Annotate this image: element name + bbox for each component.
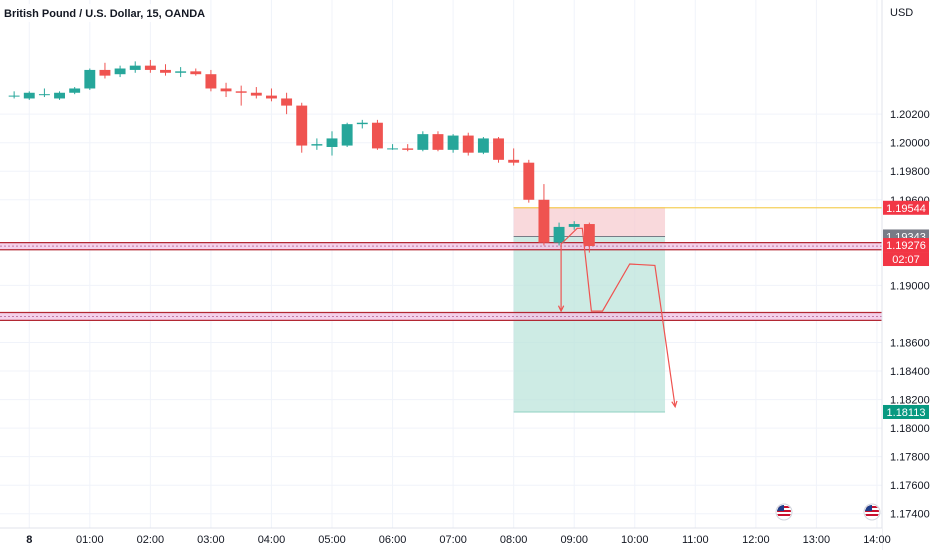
candle-body <box>493 138 504 160</box>
candle-body <box>402 148 414 150</box>
time-tick-label: 07:00 <box>439 534 467 546</box>
us-flag-icon[interactable] <box>863 503 881 521</box>
price-badge <box>883 404 929 419</box>
candle-body <box>54 92 65 99</box>
time-tick-label: 09:00 <box>560 534 588 546</box>
candle-body <box>266 95 277 99</box>
price-tick-label: 1.20200 <box>890 109 930 121</box>
price-axis-background[interactable] <box>882 0 932 550</box>
price-tick-label: 1.17800 <box>890 452 930 464</box>
candle-body <box>553 226 565 243</box>
time-axis-background[interactable] <box>0 528 882 550</box>
candle-body <box>23 92 35 99</box>
candle-body <box>326 138 338 147</box>
take-profit-zone[interactable] <box>513 236 666 412</box>
time-tick-label: 04:00 <box>258 534 286 546</box>
candle-body <box>447 135 459 150</box>
projection-polyline[interactable] <box>560 227 676 407</box>
currency-label: USD <box>890 7 913 19</box>
price-badge <box>883 238 929 253</box>
price-tick-label: 1.19800 <box>890 166 930 178</box>
candle-body <box>250 92 262 96</box>
candles <box>8 59 595 253</box>
price-tick-label: 1.18000 <box>890 423 930 435</box>
candle-body <box>417 134 429 150</box>
candle-body <box>235 91 247 93</box>
price-tick-label: 1.19000 <box>890 280 930 292</box>
price-tick-label: 1.17600 <box>890 480 930 492</box>
candle-body <box>129 65 141 70</box>
horizontal-levels[interactable] <box>0 0 882 321</box>
arrow-head <box>557 305 565 313</box>
price-badge-label: 1.18113 <box>887 407 926 419</box>
candle-body <box>296 105 308 146</box>
candle-body <box>462 135 474 153</box>
price-tick-label: 1.18400 <box>890 366 930 378</box>
candle-body <box>84 69 96 89</box>
candle-body <box>8 95 20 97</box>
projection-path[interactable] <box>557 227 678 409</box>
price-axis-ticks: 1.202001.200001.198001.196001.190001.186… <box>890 109 930 521</box>
price-tick-label: 1.18600 <box>890 337 930 349</box>
candle-body <box>205 74 217 89</box>
candle-body <box>114 68 126 75</box>
candle-body <box>69 88 81 93</box>
time-tick-label: 8 <box>26 534 32 546</box>
price-badge-label: 1.19544 <box>886 203 926 215</box>
candle-body <box>387 148 399 150</box>
candle-body <box>371 122 383 149</box>
candle-body <box>220 88 232 92</box>
candle-body <box>568 224 580 227</box>
title-background <box>0 4 166 22</box>
candle-body <box>281 98 293 106</box>
symbol-title[interactable]: British Pound / U.S. Dollar, 15, OANDA <box>4 8 205 20</box>
time-tick-label: 11:00 <box>682 534 709 546</box>
candle-body <box>356 122 368 125</box>
time-axis-ticks: 8 01:00 02:00 03:00 04:00 05:00 06:00 07:00 08:0… <box>26 534 891 546</box>
candle-body <box>311 144 323 146</box>
time-tick-label: 02:00 <box>137 534 165 546</box>
candle-body <box>144 65 156 70</box>
time-tick-label: 06:00 <box>379 534 407 546</box>
price-tick-label: 1.18200 <box>890 395 930 407</box>
time-tick-label: 10:00 <box>621 534 649 546</box>
candle-body <box>175 71 187 73</box>
candle-body <box>583 224 595 247</box>
time-tick-label: 13:00 <box>803 534 831 546</box>
candle-body <box>523 162 535 200</box>
candle-body <box>477 138 489 153</box>
candle-body <box>99 69 111 76</box>
time-tick-label: 14:00 <box>863 534 891 546</box>
time-tick-label: 01:00 <box>76 534 104 546</box>
time-tick-label: 03:00 <box>197 534 225 546</box>
candle-body <box>508 159 520 163</box>
grid <box>0 0 882 528</box>
candle-body <box>341 124 353 146</box>
price-badge-label: 02:07 <box>892 254 920 266</box>
price-tick-label: 1.17400 <box>890 509 930 521</box>
time-tick-label: 08:00 <box>500 534 528 546</box>
price-badge <box>883 252 929 267</box>
candle-body <box>432 134 444 150</box>
price-badge <box>883 200 929 215</box>
candle-body <box>538 199 550 243</box>
time-tick-label: 12:00 <box>742 534 770 546</box>
price-badge-label: 1.19276 <box>886 240 926 252</box>
candle-body <box>160 69 171 73</box>
us-flag-icon[interactable] <box>775 503 793 521</box>
price-tick-label: 1.20000 <box>890 138 930 150</box>
candle-body <box>190 71 202 75</box>
candle-body <box>38 94 50 96</box>
arrow-head <box>671 400 678 409</box>
time-tick-label: 05:00 <box>318 534 346 546</box>
